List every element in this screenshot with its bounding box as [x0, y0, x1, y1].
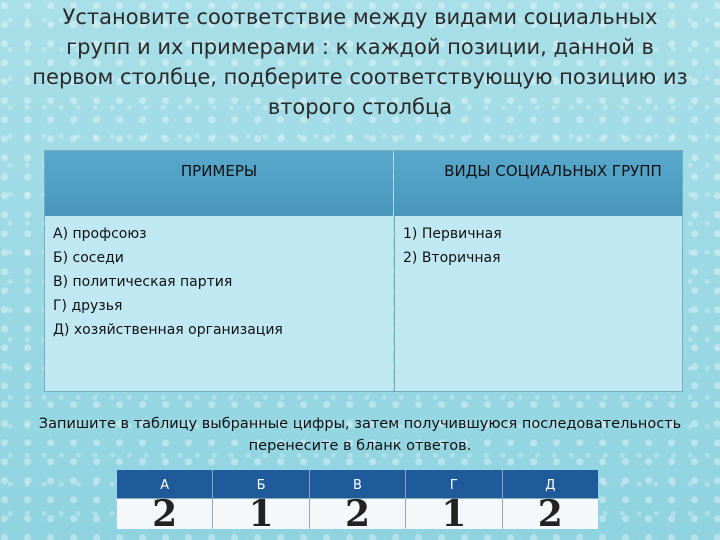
group-item: 2) Вторичная: [403, 250, 501, 266]
groups-cell: 1) Первичная 2) Вторичная: [394, 216, 682, 391]
answer-header: А: [117, 470, 213, 498]
answer-value: 2: [309, 496, 406, 532]
title-line: второго столбца: [267, 95, 453, 119]
answer-header: В: [309, 470, 406, 498]
group-item: 1) Первичная: [403, 226, 502, 242]
answer-value: 2: [502, 496, 598, 532]
example-item: Б) соседи: [53, 250, 124, 266]
answer-header: Г: [406, 470, 502, 498]
instruction: Запишите в таблицу выбранные цифры, зате…: [38, 416, 682, 454]
example-item: Д) хозяйственная организация: [53, 322, 283, 338]
match-table: ПРИМЕРЫ ВИДЫ СОЦИАЛЬНЫХ ГРУПП А) профсою…: [44, 150, 683, 392]
example-item: В) политическая партия: [53, 274, 233, 290]
answer-header: Б: [213, 470, 309, 498]
answer-value: 2: [117, 496, 213, 532]
title-line: групп и их примерами : к каждой позиции,…: [66, 35, 654, 59]
example-item: А) профсоюз: [53, 226, 147, 242]
answer-header: Д: [502, 470, 598, 498]
header-cell: ВИДЫ СОЦИАЛЬНЫХ ГРУПП: [394, 151, 682, 216]
answer-value: 1: [213, 496, 309, 532]
header-cell: ПРИМЕРЫ: [45, 151, 393, 216]
answer-value: 1: [406, 496, 502, 532]
examples-cell: А) профсоюз Б) соседи В) политическая парт…: [45, 216, 393, 391]
title-line: Установите соответствие между видами соц…: [62, 5, 658, 29]
example-item: Г) друзья: [53, 298, 123, 314]
title-line: первом столбце, подберите соответствующу…: [32, 65, 688, 89]
title: Установите соответствие между видами соц…: [0, 2, 720, 122]
